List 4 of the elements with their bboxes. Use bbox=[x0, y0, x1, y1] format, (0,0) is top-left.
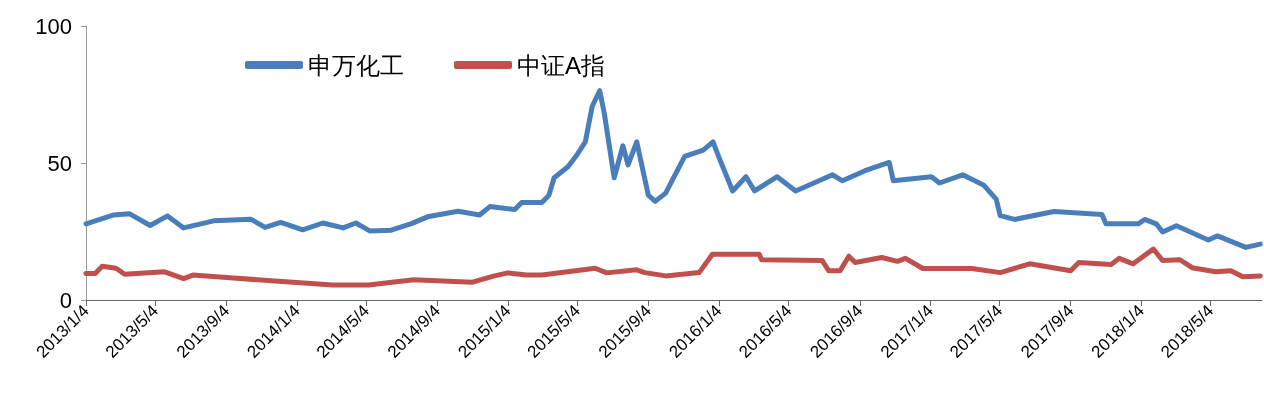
legend-label: 中证A指 bbox=[517, 51, 606, 79]
legend-label: 申万化工 bbox=[308, 51, 404, 79]
y-tick-label: 100 bbox=[35, 13, 72, 39]
y-tick-label: 50 bbox=[47, 150, 72, 176]
